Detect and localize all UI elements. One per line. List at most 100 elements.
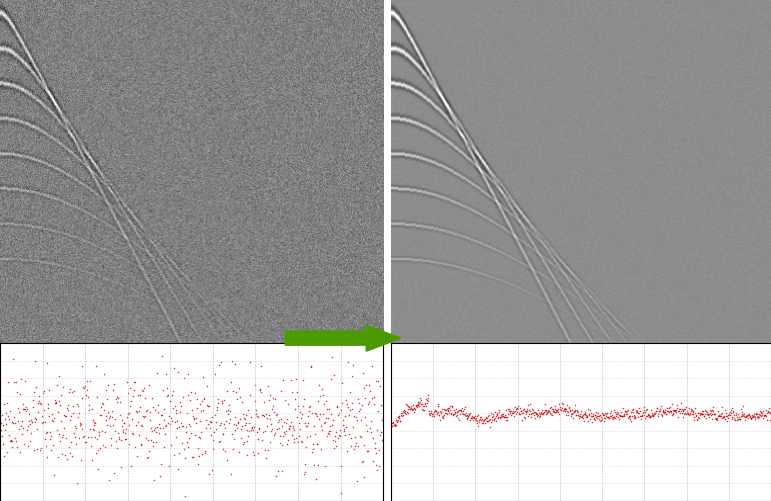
Point	[470, 414, 482, 422]
Point	[664, 407, 676, 415]
Point	[571, 411, 584, 419]
Point	[458, 405, 470, 413]
Point	[603, 414, 615, 422]
Point	[732, 410, 744, 418]
Point	[219, 424, 231, 432]
Point	[396, 412, 408, 420]
Point	[396, 407, 409, 415]
Point	[301, 412, 314, 420]
Point	[658, 408, 671, 416]
Point	[304, 402, 316, 410]
Point	[443, 409, 456, 417]
Point	[492, 413, 504, 421]
Point	[736, 412, 748, 420]
Point	[406, 405, 419, 413]
Point	[402, 403, 415, 411]
Point	[332, 434, 344, 442]
Point	[113, 435, 126, 443]
Point	[675, 406, 687, 414]
Point	[701, 408, 713, 416]
Point	[607, 413, 619, 421]
Point	[719, 415, 731, 423]
Point	[391, 417, 403, 425]
Point	[575, 413, 588, 421]
Point	[588, 415, 600, 423]
Point	[153, 429, 165, 437]
Point	[191, 444, 204, 452]
Point	[742, 411, 754, 419]
Point	[574, 410, 586, 418]
Point	[106, 386, 119, 394]
Point	[605, 414, 618, 422]
Point	[254, 386, 266, 394]
Point	[213, 438, 225, 446]
Point	[184, 421, 197, 429]
Point	[554, 405, 567, 413]
Point	[415, 400, 427, 408]
Point	[725, 406, 737, 414]
Point	[707, 407, 719, 415]
Point	[190, 419, 202, 427]
Point	[22, 410, 35, 418]
Point	[629, 413, 641, 421]
Point	[247, 451, 260, 459]
Point	[109, 415, 121, 423]
Point	[559, 407, 571, 415]
Point	[102, 408, 114, 416]
Point	[476, 419, 489, 427]
Point	[685, 405, 697, 413]
Point	[79, 438, 91, 446]
Point	[733, 413, 746, 421]
Point	[130, 407, 143, 415]
Point	[414, 398, 426, 406]
Point	[659, 406, 672, 414]
Point	[221, 387, 233, 395]
Point	[129, 443, 141, 451]
Point	[591, 412, 604, 420]
Point	[621, 407, 633, 415]
Point	[148, 426, 160, 434]
Point	[258, 412, 271, 420]
Point	[675, 399, 687, 407]
Point	[720, 412, 732, 420]
Point	[439, 409, 452, 417]
Point	[135, 441, 147, 449]
Point	[263, 411, 275, 419]
Point	[8, 413, 20, 421]
Point	[305, 362, 317, 370]
Point	[696, 410, 709, 418]
Point	[733, 415, 746, 423]
Point	[376, 437, 389, 445]
Point	[336, 379, 348, 387]
Point	[203, 470, 215, 478]
Point	[511, 408, 524, 416]
Point	[399, 409, 411, 417]
Point	[308, 409, 321, 417]
Point	[666, 411, 678, 419]
Point	[558, 405, 571, 413]
Point	[264, 415, 277, 423]
Point	[125, 462, 137, 470]
Point	[150, 428, 162, 436]
Point	[72, 413, 84, 421]
Point	[1, 448, 13, 456]
Point	[39, 442, 52, 450]
Point	[60, 455, 72, 463]
Point	[525, 410, 537, 418]
Point	[45, 446, 57, 454]
Point	[152, 408, 164, 416]
Point	[295, 414, 308, 422]
Point	[463, 411, 475, 419]
Point	[752, 414, 764, 422]
Point	[480, 417, 493, 425]
Point	[409, 401, 422, 409]
Point	[207, 445, 219, 453]
Point	[669, 407, 682, 415]
Point	[520, 409, 532, 417]
Point	[547, 405, 559, 413]
Point	[266, 425, 278, 433]
Point	[410, 401, 423, 409]
Point	[546, 405, 558, 413]
Point	[311, 440, 323, 448]
Point	[0, 420, 12, 428]
